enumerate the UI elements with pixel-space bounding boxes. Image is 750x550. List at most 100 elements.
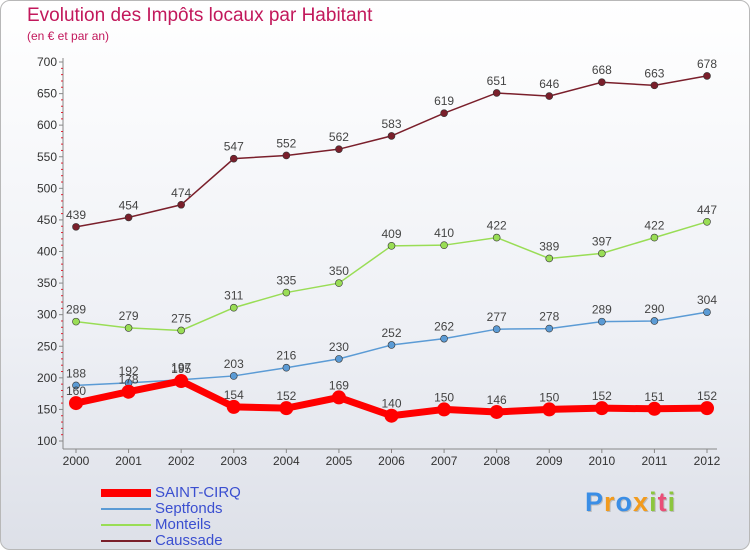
data-label: 275 bbox=[171, 311, 191, 325]
data-point bbox=[387, 341, 396, 349]
data-label: 195 bbox=[171, 362, 191, 376]
data-point bbox=[229, 372, 238, 380]
data-label: 197 bbox=[171, 361, 191, 375]
legend-swatch bbox=[101, 508, 151, 510]
data-point bbox=[282, 288, 291, 297]
data-point bbox=[72, 317, 80, 326]
data-label: 646 bbox=[539, 77, 559, 91]
data-point bbox=[335, 145, 343, 153]
data-label: 151 bbox=[644, 390, 664, 404]
data-label: 619 bbox=[434, 94, 454, 108]
x-tick-label: 2002 bbox=[168, 454, 195, 468]
data-point bbox=[335, 355, 343, 363]
logo-letter: i bbox=[649, 487, 658, 517]
series-septfonds: 188 192 197 203 216 230 252 262 277 278 289 290 304 bbox=[66, 293, 717, 390]
x-tick-label: 2004 bbox=[273, 454, 300, 468]
data-point bbox=[703, 218, 711, 226]
data-label: 290 bbox=[644, 302, 664, 316]
legend-item: Septfonds bbox=[101, 500, 361, 517]
data-point bbox=[177, 326, 185, 335]
data-point bbox=[440, 334, 448, 343]
y-tick-label: 150 bbox=[37, 402, 57, 416]
x-tick-label: 2005 bbox=[326, 454, 353, 468]
data-point bbox=[72, 381, 80, 390]
data-label: 192 bbox=[119, 364, 139, 378]
x-tick-label: 2011 bbox=[642, 454, 668, 468]
data-label: 169 bbox=[329, 378, 349, 392]
y-tick-label: 600 bbox=[37, 118, 57, 132]
data-label: 304 bbox=[697, 293, 717, 307]
legend-item: Monteils bbox=[101, 516, 361, 533]
data-label: 397 bbox=[592, 234, 612, 248]
data-label: 562 bbox=[329, 130, 349, 144]
data-label: 422 bbox=[644, 219, 664, 233]
y-tick-label: 250 bbox=[37, 339, 57, 353]
data-label: 277 bbox=[487, 310, 507, 324]
data-point bbox=[440, 109, 448, 117]
data-label: 150 bbox=[539, 390, 559, 404]
data-label: 152 bbox=[276, 389, 296, 403]
data-label: 152 bbox=[697, 389, 717, 403]
data-point bbox=[650, 233, 659, 242]
logo-letter: t bbox=[657, 487, 668, 517]
x-tick-label: 2000 bbox=[63, 454, 90, 468]
x-tick-label: 2003 bbox=[220, 454, 247, 468]
data-label: 289 bbox=[592, 303, 612, 317]
legend-swatch bbox=[101, 540, 151, 542]
x-tick-label: 2012 bbox=[694, 454, 721, 468]
data-point bbox=[72, 223, 80, 231]
data-label: 350 bbox=[329, 264, 349, 278]
y-tick-label: 700 bbox=[37, 55, 57, 69]
logo-letter: r bbox=[604, 487, 616, 517]
data-label: 140 bbox=[381, 397, 401, 411]
data-label: 160 bbox=[66, 384, 86, 398]
data-label: 154 bbox=[224, 388, 244, 402]
x-tick-label: 2009 bbox=[536, 454, 563, 468]
data-point bbox=[545, 92, 554, 100]
data-label: 178 bbox=[119, 373, 139, 387]
y-tick-label: 400 bbox=[37, 245, 57, 259]
data-label: 547 bbox=[224, 140, 244, 154]
chart-title: Evolution des Impôts locaux par Habitant bbox=[27, 5, 373, 26]
data-point bbox=[387, 242, 396, 250]
logo-letter: i bbox=[667, 487, 677, 517]
y-tick-label: 550 bbox=[37, 150, 57, 164]
data-label: 454 bbox=[119, 198, 139, 212]
data-label: 230 bbox=[329, 340, 349, 354]
data-point bbox=[282, 151, 291, 160]
data-point bbox=[598, 249, 606, 258]
legend-item: Caussade bbox=[101, 532, 361, 549]
legend-label: Septfonds bbox=[155, 500, 223, 517]
series-line bbox=[75, 75, 708, 228]
data-point bbox=[594, 401, 609, 416]
data-point bbox=[700, 401, 714, 416]
legend-label: Monteils bbox=[155, 516, 211, 533]
data-point bbox=[69, 396, 83, 411]
data-point bbox=[598, 78, 606, 87]
data-point bbox=[492, 89, 501, 97]
data-point bbox=[545, 254, 554, 263]
data-point bbox=[650, 317, 659, 325]
data-point bbox=[282, 363, 291, 372]
data-point bbox=[121, 384, 136, 399]
data-point bbox=[489, 404, 504, 419]
data-point bbox=[703, 308, 711, 316]
data-label: 150 bbox=[434, 390, 454, 404]
y-tick-label: 500 bbox=[37, 181, 57, 195]
data-point bbox=[647, 401, 662, 416]
legend-label: Caussade bbox=[155, 532, 223, 549]
legend: SAINT-CIRQ Septfonds Monteils Caussade bbox=[101, 484, 361, 549]
data-point bbox=[177, 200, 185, 209]
x-tick-label: 2006 bbox=[378, 454, 405, 468]
series-caussade: 439 454 474 547 552 562 583 619 651 646 668 663 678 bbox=[66, 57, 717, 231]
data-label: 335 bbox=[276, 274, 296, 288]
y-tick-label: 450 bbox=[37, 213, 57, 227]
data-point bbox=[542, 402, 557, 417]
data-point bbox=[437, 402, 452, 417]
data-label: 389 bbox=[539, 239, 559, 253]
data-label: 188 bbox=[66, 366, 86, 380]
legend-label: SAINT-CIRQ bbox=[155, 484, 241, 501]
y-tick-label: 100 bbox=[37, 434, 57, 448]
legend-item: SAINT-CIRQ bbox=[101, 484, 361, 501]
